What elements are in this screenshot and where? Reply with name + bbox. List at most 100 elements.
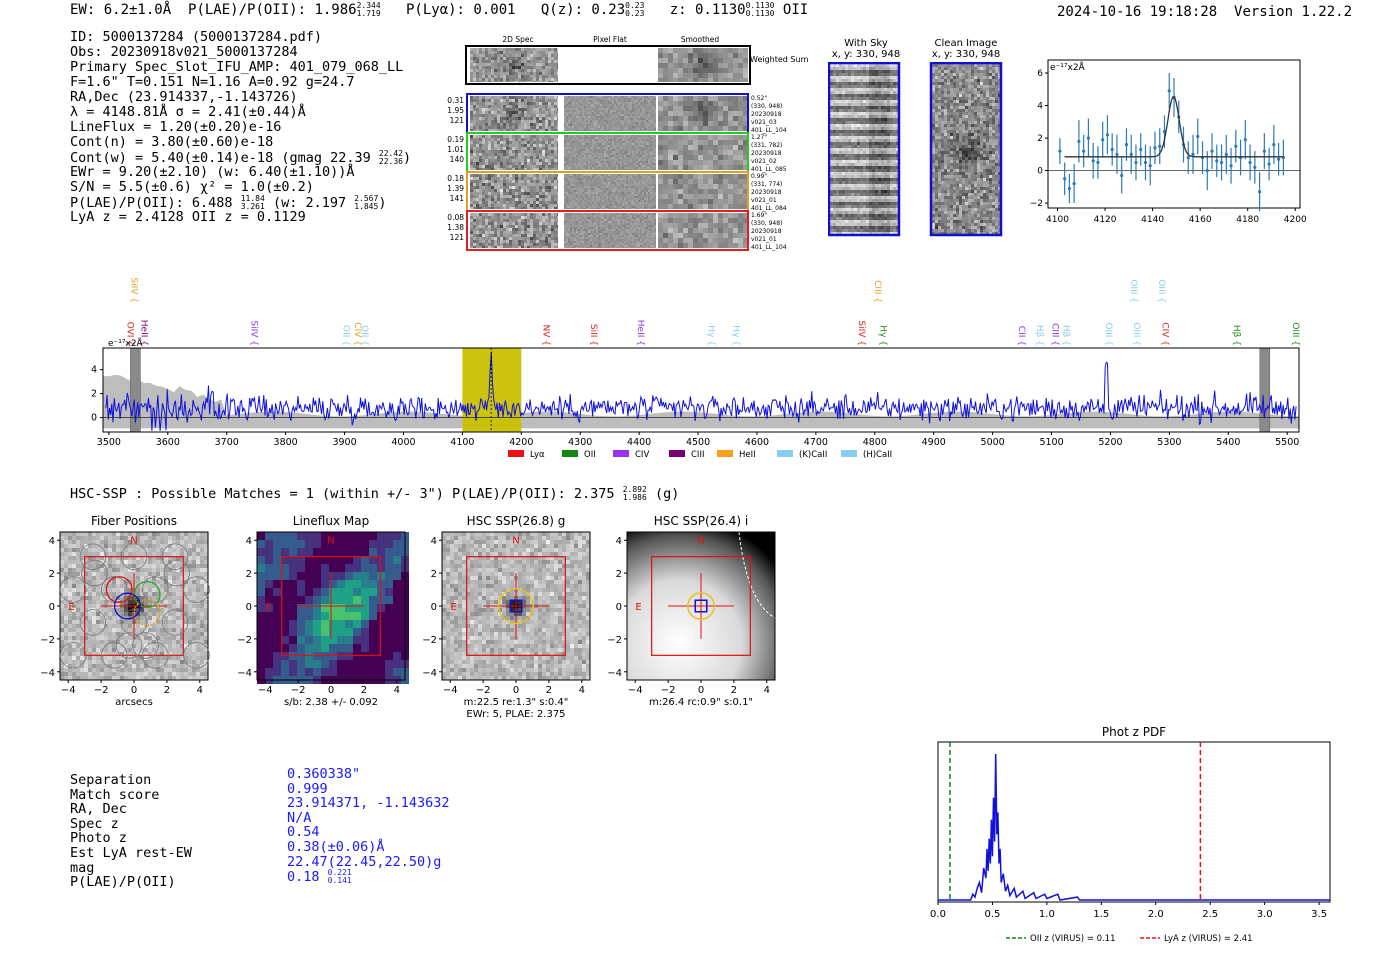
fiber-circle-blue <box>113 592 141 620</box>
emission-line-label: CIV { <box>352 322 362 346</box>
main-x-tick-label: 3900 <box>332 437 356 448</box>
hsc-summary-band: (g) <box>654 486 680 502</box>
row-smoothed <box>658 135 748 170</box>
emission-line-label: Hγ { <box>730 325 740 346</box>
emission-line-label: OIII { <box>1103 322 1113 346</box>
row-left-label: 121 <box>450 116 465 125</box>
emission-line-label: Hβ { <box>1034 325 1044 346</box>
row-2dspec <box>470 213 558 248</box>
hsc-x-tick-label: 2 <box>164 685 170 696</box>
compass-east: E <box>635 602 641 613</box>
zoom-data-point <box>1101 138 1105 142</box>
zoom-x-tick-label: 4200 <box>1284 215 1307 225</box>
hsc-y-tick-label: −2 <box>607 635 622 646</box>
zoom-data-point <box>1105 133 1110 137</box>
zoom-data-point <box>1229 164 1233 168</box>
zoom-data-point <box>1205 168 1209 173</box>
emission-line-label: Hγ { <box>706 325 716 346</box>
match-value-plae: 0.18 <box>287 869 320 886</box>
cutout-row <box>466 132 749 173</box>
header-plae: P(LAE)/P(OII): 1.986 <box>188 2 357 18</box>
hsc-panel-title: HSC SSP(26.4) i <box>654 514 749 528</box>
zoom-data-point <box>1139 147 1143 152</box>
header-plae-hi: 2.344 <box>356 1 381 10</box>
zoom-x-tick-label: 4140 <box>1141 215 1164 225</box>
photz-pdf-curve <box>938 753 1330 901</box>
emission-line-label: SiIV { <box>248 320 258 346</box>
lineflux-map-pixels <box>257 532 409 684</box>
hsc-x-tick-label: −4 <box>628 685 643 696</box>
legend-swatch <box>562 450 578 457</box>
hsc-x-tick-label: −2 <box>476 685 491 696</box>
detection-plae-hi: 11.84 <box>240 194 265 203</box>
fiber-circle <box>79 543 107 570</box>
photz-x-tick-label: 3.5 <box>1311 909 1327 920</box>
hsc-x-tick-label: −2 <box>661 685 676 696</box>
detection-contw: Cont(w) = 5.40(±0.14)e-18 (gmag 22.39 <box>70 150 371 166</box>
row-pixelflat <box>564 174 656 209</box>
detection-primary: Primary Spec_Slot_IFU_AMP: 401_079_068_L… <box>70 59 404 75</box>
zoom-data-point <box>1072 182 1076 186</box>
legend-label: (K)CaII <box>799 450 827 460</box>
hsc-x-tick-label: 0 <box>131 685 137 696</box>
emission-line-label: NV { <box>541 325 551 346</box>
main-x-tick-label: 4700 <box>804 437 828 448</box>
zoom-data-point <box>1267 162 1271 166</box>
match-label-radec: RA, Dec <box>70 801 127 818</box>
with-sky-xy: x, y: 330, 948 <box>831 49 901 60</box>
cutout-row <box>466 171 749 212</box>
main-x-tick-label: 3500 <box>97 437 121 448</box>
hsc-panel-title: Fiber Positions <box>91 514 177 528</box>
main-spectrum-unit: e⁻¹⁷x2Å <box>108 337 144 349</box>
hsc-summary-lo: 1.986 <box>622 493 647 502</box>
hsc-panel-caption: s/b: 2.38 +/- 0.092 <box>284 697 378 708</box>
zoom-data-point <box>1248 160 1252 165</box>
hsc-y-tick-label: 0 <box>246 602 252 613</box>
emission-line-label: OIII { <box>1128 279 1138 303</box>
detection-ewr: EWr = 9.20(±2.10) (w: 6.40(±1.10))Å <box>70 164 355 180</box>
emission-line-label: HeII { <box>138 320 148 346</box>
main-x-tick-label: 5400 <box>1216 437 1240 448</box>
main-x-tick-label: 5500 <box>1275 437 1299 448</box>
row-left-label: 1.01 <box>447 145 464 154</box>
hsc-x-tick-label: 2 <box>361 685 367 696</box>
legend-label: CIII <box>691 450 704 460</box>
photz-legend-oii: OII z (VIRUS) = 0.11 <box>1030 934 1116 944</box>
row-smoothed <box>658 174 748 209</box>
fiber-circle <box>142 576 169 603</box>
sky-stamps <box>828 62 1003 237</box>
cutout-row-frame <box>466 210 749 251</box>
row-2dspec <box>470 96 558 131</box>
emission-line-label: OIII { <box>1156 279 1166 303</box>
with-sky-frame <box>828 62 901 237</box>
hsc-y-tick-label: −2 <box>422 635 437 646</box>
fiber-circle <box>120 543 148 570</box>
row-pixelflat <box>564 135 656 170</box>
hsc-panel-caption: m:26.4 rc:0.9" s:0.1" <box>649 697 753 708</box>
row-right-label: 20230918 <box>751 111 782 118</box>
search-box <box>651 556 751 656</box>
zoom-data-point <box>1210 149 1214 153</box>
compass-north: N <box>327 536 334 547</box>
fiber-circle <box>59 642 87 669</box>
header-plya: P(Lyα): 0.001 <box>405 2 516 18</box>
zoom-data-point <box>1063 177 1067 181</box>
aperture-circle <box>497 587 535 625</box>
zoom-data-point <box>1058 149 1062 153</box>
match-label-score: Match score <box>70 786 160 803</box>
fiber-circle <box>115 632 143 659</box>
match-marker <box>694 599 708 613</box>
emission-line-labels: SiIV {OVI {HeII {SiIV {OII {CIV {OII {NV… <box>125 277 1300 346</box>
line-legend: Lyα OII CIV CIII HeII (K)CaII (H)CaII <box>508 450 892 460</box>
main-x-tick-label: 5000 <box>981 437 1005 448</box>
emission-line-label: OVI { <box>125 322 135 346</box>
with-sky-header: With Sky x, y: 330, 948 <box>826 38 906 60</box>
col-header-pixelflat: Pixel Flat <box>593 35 627 44</box>
hsc-panel-caption-2: EWr: 5, PLAE: 2.375 <box>466 709 565 720</box>
photz-x-tick-label: 3.0 <box>1257 909 1273 920</box>
zoom-data-point <box>1091 159 1095 163</box>
zoom-data-point <box>1086 136 1091 140</box>
emission-line-label: SiIV { <box>128 277 138 303</box>
row-right-label: 0.99" <box>751 173 767 180</box>
zoom-data-point <box>1191 152 1195 156</box>
